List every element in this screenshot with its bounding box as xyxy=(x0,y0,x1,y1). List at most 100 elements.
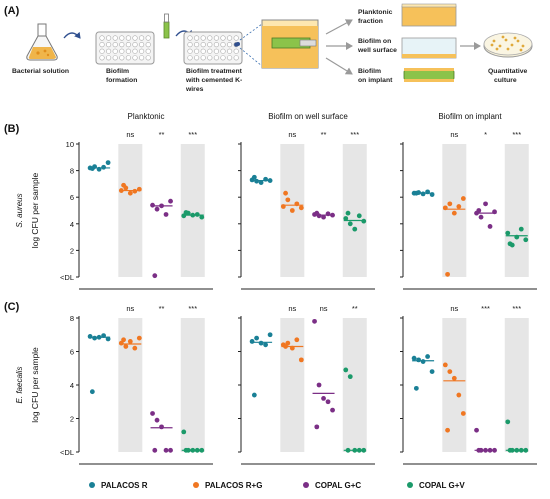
organism-label: E. faecalis xyxy=(15,367,24,404)
data-point xyxy=(429,369,435,374)
subplot: ns *** *** xyxy=(400,304,537,465)
group-shade xyxy=(504,318,529,452)
colony xyxy=(490,43,494,47)
y-tick-label: 2 xyxy=(70,415,74,424)
plate-well xyxy=(112,41,118,48)
data-point xyxy=(411,355,417,361)
data-point xyxy=(87,334,93,339)
data-point xyxy=(121,182,126,188)
plate-well xyxy=(220,48,226,54)
data-point xyxy=(483,201,488,207)
plate-well xyxy=(105,35,112,41)
significance-label: ns xyxy=(126,130,134,139)
data-point xyxy=(181,429,187,435)
step-biofilm-treatment-line3: wires xyxy=(185,86,204,93)
data-point xyxy=(127,190,133,196)
plate-well xyxy=(132,41,138,48)
data-point xyxy=(420,359,426,364)
plate-well xyxy=(99,48,105,54)
plate-well xyxy=(220,35,226,41)
plate-well xyxy=(233,48,239,54)
data-point xyxy=(183,210,189,215)
data-point xyxy=(420,191,426,197)
data-point xyxy=(159,424,164,430)
out-implant-line1: Biofilm xyxy=(358,68,381,75)
data-point xyxy=(445,271,450,277)
data-point xyxy=(121,337,126,343)
plate-well xyxy=(200,35,206,41)
data-point xyxy=(127,339,133,344)
colony xyxy=(510,43,514,47)
plate-well xyxy=(119,41,125,48)
curved-arrow-1 xyxy=(63,31,81,39)
data-point xyxy=(89,166,95,172)
chart-row-b: S. aureus log CFU per sample Planktonic <DL… xyxy=(15,112,537,290)
colony xyxy=(513,36,517,40)
step-biofilm-formation-line1: Biofilm xyxy=(106,68,129,75)
plate-well xyxy=(112,35,118,41)
y-axis-label: log CFU per sample xyxy=(30,172,40,248)
data-point xyxy=(254,335,259,341)
significance-label: ns xyxy=(288,304,296,313)
significance-label: ns xyxy=(320,304,328,313)
plate-well xyxy=(139,48,145,54)
plate-well xyxy=(233,35,239,41)
colony xyxy=(498,44,502,48)
arrow-to-planktonic xyxy=(325,19,353,35)
plate-well xyxy=(227,35,233,41)
plate-well xyxy=(105,55,112,61)
significance-label: ns xyxy=(450,130,458,139)
group-shade xyxy=(118,144,143,277)
data-point xyxy=(343,367,349,373)
plate-well xyxy=(119,35,125,41)
significance-label: *** xyxy=(350,130,359,139)
plate-well xyxy=(187,41,193,48)
data-point xyxy=(345,210,351,216)
data-point xyxy=(447,369,453,374)
data-point xyxy=(505,419,511,425)
step-bacterial-solution: Bacterial solution xyxy=(12,68,69,75)
step-biofilm-formation-line2: formation xyxy=(106,77,137,84)
group-shade xyxy=(342,144,367,277)
data-point xyxy=(105,160,111,166)
significance-label: *** xyxy=(481,304,490,313)
subplot: ns ns ** xyxy=(238,304,375,465)
plate-well xyxy=(112,48,118,54)
plate-well xyxy=(233,55,239,61)
significance-label: ** xyxy=(159,304,165,313)
data-point xyxy=(416,357,421,363)
data-point xyxy=(150,202,155,208)
plate-well xyxy=(132,48,138,54)
data-point xyxy=(163,447,169,453)
data-point xyxy=(251,174,257,180)
legend-marker xyxy=(193,482,199,488)
out-planktonic-line1: Planktonic xyxy=(358,9,393,16)
data-point xyxy=(352,226,358,232)
plate-well xyxy=(200,55,206,61)
flask-icon xyxy=(26,23,58,61)
charts: S. aureus log CFU per sample Planktonic <DL… xyxy=(15,112,537,465)
data-point xyxy=(347,374,353,380)
plate-well xyxy=(194,35,200,41)
data-point xyxy=(507,241,513,247)
significance-label: ** xyxy=(159,130,165,139)
plate-well xyxy=(99,55,105,61)
data-point xyxy=(487,224,493,229)
legend-label: COPAL G+V xyxy=(419,481,465,490)
colony xyxy=(495,47,499,51)
plate-well xyxy=(213,35,219,41)
panel-label-a: (A) xyxy=(4,5,20,17)
plate-well xyxy=(145,55,151,61)
plate-well xyxy=(207,55,213,61)
group-shade xyxy=(342,318,367,452)
well-plate-icon xyxy=(95,31,155,65)
plate-well xyxy=(145,35,151,41)
y-tick-label: 4 xyxy=(70,381,74,390)
plate-well xyxy=(227,55,233,61)
data-point xyxy=(152,273,158,279)
final-quantitative-culture: Quantitative culture xyxy=(488,68,529,84)
out-implant: Biofilm on implant xyxy=(358,68,393,84)
plate-well xyxy=(99,35,105,41)
